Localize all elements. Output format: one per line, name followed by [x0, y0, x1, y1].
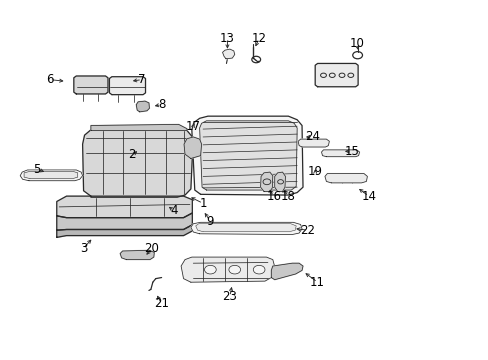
Text: 1: 1	[199, 197, 206, 210]
Polygon shape	[271, 263, 303, 280]
Text: 17: 17	[185, 120, 201, 133]
Polygon shape	[222, 49, 234, 59]
Polygon shape	[120, 250, 154, 260]
Text: 3: 3	[80, 242, 87, 255]
Polygon shape	[191, 116, 303, 195]
Polygon shape	[57, 213, 192, 230]
Circle shape	[204, 265, 216, 274]
Polygon shape	[24, 171, 78, 179]
Polygon shape	[321, 150, 359, 157]
Polygon shape	[260, 172, 272, 192]
Polygon shape	[190, 222, 302, 234]
Text: 15: 15	[344, 145, 359, 158]
Text: 22: 22	[300, 224, 315, 237]
Polygon shape	[315, 63, 357, 87]
Polygon shape	[181, 257, 274, 282]
Text: 11: 11	[309, 276, 325, 289]
Circle shape	[253, 265, 264, 274]
Text: 16: 16	[265, 190, 281, 203]
Text: 5: 5	[34, 163, 41, 176]
Text: 18: 18	[281, 190, 295, 203]
Text: 23: 23	[222, 290, 237, 303]
Text: 19: 19	[307, 165, 322, 177]
Text: 8: 8	[158, 98, 165, 111]
Polygon shape	[91, 125, 186, 131]
Text: 4: 4	[170, 204, 177, 217]
Text: 7: 7	[138, 73, 145, 86]
Polygon shape	[274, 172, 285, 192]
Text: 14: 14	[361, 190, 376, 203]
Text: 13: 13	[220, 32, 234, 45]
Text: 2: 2	[128, 148, 136, 161]
Polygon shape	[20, 170, 82, 181]
Text: 9: 9	[206, 215, 214, 228]
Polygon shape	[325, 174, 366, 183]
Polygon shape	[57, 196, 192, 218]
Polygon shape	[195, 224, 296, 231]
Text: 12: 12	[251, 32, 266, 45]
Circle shape	[228, 265, 240, 274]
Polygon shape	[57, 225, 192, 237]
Polygon shape	[298, 139, 329, 147]
Text: 20: 20	[144, 242, 159, 255]
Text: 24: 24	[305, 130, 320, 144]
Polygon shape	[183, 137, 201, 158]
Polygon shape	[199, 121, 297, 190]
Text: 6: 6	[45, 73, 53, 86]
Text: 10: 10	[348, 37, 364, 50]
Polygon shape	[109, 77, 145, 95]
Polygon shape	[82, 127, 192, 197]
Polygon shape	[136, 101, 149, 112]
Text: 21: 21	[154, 297, 169, 310]
Polygon shape	[74, 76, 108, 94]
